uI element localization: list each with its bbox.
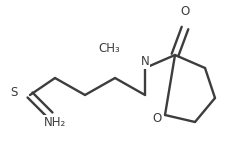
Text: N: N bbox=[141, 55, 149, 68]
Text: NH₂: NH₂ bbox=[44, 116, 66, 129]
Text: S: S bbox=[11, 87, 18, 100]
Text: O: O bbox=[153, 111, 162, 125]
Text: O: O bbox=[180, 5, 190, 18]
Text: CH₃: CH₃ bbox=[98, 42, 120, 55]
